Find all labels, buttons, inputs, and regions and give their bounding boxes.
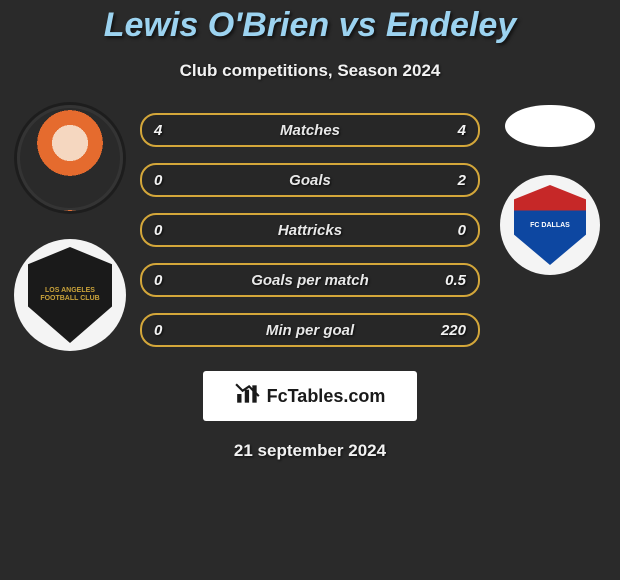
stat-left-value: 0 [154,172,182,189]
stat-row: 0 Min per goal 220 [140,313,480,347]
brand-text: FcTables.com [267,386,386,407]
stat-left-value: 0 [154,272,182,289]
stat-right-value: 4 [438,122,466,139]
stat-label: Min per goal [182,322,438,339]
stat-right-value: 2 [438,172,466,189]
stat-label: Goals per match [182,272,438,289]
stat-row: 0 Goals per match 0.5 [140,263,480,297]
comparison-card: Lewis O'Brien vs Endeley Club competitio… [0,0,620,580]
page-subtitle: Club competitions, Season 2024 [0,61,620,81]
stat-row: 0 Hattricks 0 [140,213,480,247]
stat-label: Matches [182,122,438,139]
comparison-date: 21 september 2024 [0,441,620,461]
stat-row: 0 Goals 2 [140,163,480,197]
chart-bars-icon [235,381,261,412]
stat-label: Hattricks [182,222,438,239]
stat-left-value: 0 [154,322,182,339]
stat-left-value: 4 [154,122,182,139]
stat-right-value: 0.5 [438,272,466,289]
player-avatar-right [505,105,595,147]
stat-right-value: 220 [438,322,466,339]
left-player-column: LOS ANGELES FOOTBALL CLUB [10,105,130,351]
club-badge-right-label: FC DALLAS [514,185,586,265]
stat-label: Goals [182,172,438,189]
page-title: Lewis O'Brien vs Endeley [0,0,620,45]
player-avatar-left [17,105,123,211]
stat-left-value: 0 [154,222,182,239]
right-player-column: FC DALLAS [490,105,610,275]
club-badge-left-label: LOS ANGELES FOOTBALL CLUB [28,247,112,343]
club-badge-right: FC DALLAS [500,175,600,275]
brand-badge[interactable]: FcTables.com [203,371,417,421]
stat-bars: 4 Matches 4 0 Goals 2 0 Hattricks 0 0 Go… [140,113,480,347]
club-badge-left: LOS ANGELES FOOTBALL CLUB [14,239,126,351]
stat-row: 4 Matches 4 [140,113,480,147]
stat-right-value: 0 [438,222,466,239]
content-area: LOS ANGELES FOOTBALL CLUB FC DALLAS 4 Ma… [0,113,620,461]
